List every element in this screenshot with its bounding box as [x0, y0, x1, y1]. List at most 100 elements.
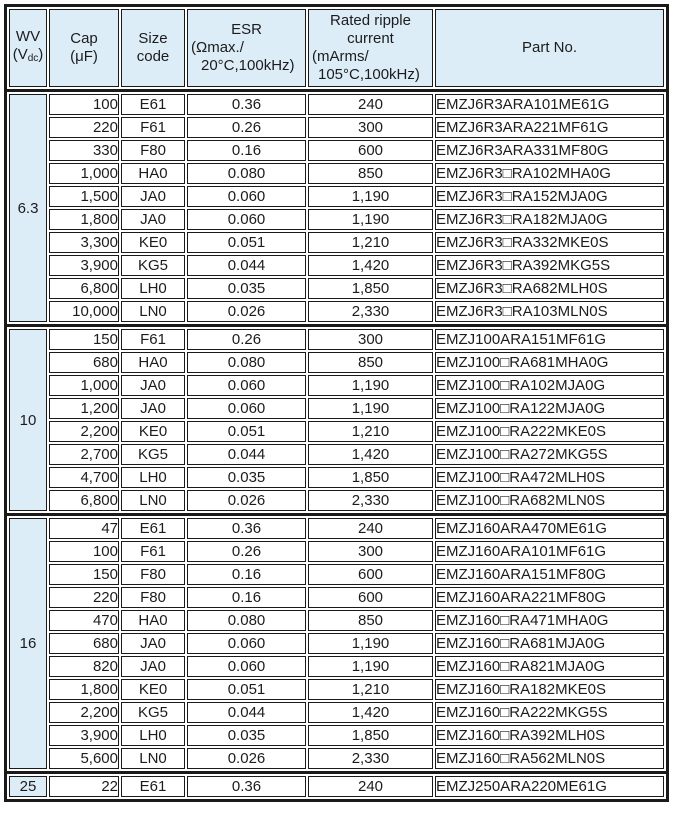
- part-no-cell: EMZJ160□RA471MHA0G: [435, 610, 664, 631]
- ripple-current-cell: 1,420: [308, 444, 433, 465]
- esr-cell: 0.060: [187, 656, 306, 677]
- size-code-header: Size code: [121, 9, 185, 87]
- cap-cell: 2,200: [49, 421, 119, 442]
- cap-cell: 10,000: [49, 301, 119, 322]
- size-code-cell: KE0: [121, 232, 185, 253]
- table-row: 220 F61 0.26 300 EMZJ6R3ARA221MF61G: [9, 117, 664, 138]
- wv-group-cell: 10: [9, 329, 47, 511]
- size-code-cell: LN0: [121, 748, 185, 769]
- ripple-current-cell: 1,210: [308, 421, 433, 442]
- cap-cell: 3,300: [49, 232, 119, 253]
- part-no-cell: EMZJ6R3□RA102MHA0G: [435, 163, 664, 184]
- part-no-cell: EMZJ6R3□RA392MKG5S: [435, 255, 664, 276]
- cap-cell: 47: [49, 518, 119, 539]
- table-row: 2,200 KG5 0.044 1,420 EMZJ160□RA222MKG5S: [9, 702, 664, 723]
- part-no-cell: EMZJ160□RA681MJA0G: [435, 633, 664, 654]
- cap-cell: 100: [49, 94, 119, 115]
- ripple-current-header-line: Rated ripple: [309, 12, 432, 30]
- ripple-current-cell: 1,210: [308, 679, 433, 700]
- ripple-current-cell: 300: [308, 329, 433, 350]
- wv-header-line: WV: [10, 28, 46, 46]
- cap-cell: 820: [49, 656, 119, 677]
- table-row: 2,200 KE0 0.051 1,210 EMZJ100□RA222MKE0S: [9, 421, 664, 442]
- part-no-cell: EMZJ6R3□RA152MJA0G: [435, 186, 664, 207]
- part-no-cell: EMZJ160ARA101MF61G: [435, 541, 664, 562]
- part-no-cell: EMZJ6R3□RA682MLH0S: [435, 278, 664, 299]
- ripple-current-cell: 1,190: [308, 186, 433, 207]
- table-row: 6.3 100 E61 0.36 240 EMZJ6R3ARA101ME61G: [9, 94, 664, 322]
- ripple-current-header-line: 105°C,100kHz): [309, 66, 432, 84]
- table-row: 3,300 KE0 0.051 1,210 EMZJ6R3□RA332MKE0S: [9, 232, 664, 253]
- esr-cell: 0.26: [187, 329, 306, 350]
- size-code-cell: JA0: [121, 209, 185, 230]
- ripple-current-cell: 1,210: [308, 232, 433, 253]
- size-code-cell: KG5: [121, 255, 185, 276]
- ripple-current-cell: 1,190: [308, 209, 433, 230]
- table-row: 6,800 LH0 0.035 1,850 EMZJ6R3□RA682MLH0S: [9, 278, 664, 299]
- esr-cell: 0.060: [187, 398, 306, 419]
- table-row: 1,000 HA0 0.080 850 EMZJ6R3□RA102MHA0G: [9, 163, 664, 184]
- table-row: 25 22 E61 0.36 240 EMZJ250ARA220ME61G: [9, 776, 664, 797]
- table-row: 10 150 F61 0.26 300 EMZJ100ARA151MF61G: [9, 329, 664, 511]
- header-text: ): [38, 46, 44, 63]
- size-code-cell: JA0: [121, 186, 185, 207]
- section-divider: [7, 771, 666, 774]
- part-no-cell: EMZJ100□RA472MLH0S: [435, 467, 664, 488]
- header-text: 105°C,100kHz): [318, 66, 420, 83]
- ripple-current-cell: 240: [308, 518, 433, 539]
- esr-header-line: ESR: [188, 21, 305, 39]
- esr-cell: 0.16: [187, 140, 306, 161]
- header-text: Size: [138, 30, 168, 47]
- header-text: code: [136, 48, 170, 65]
- size-code-cell: LH0: [121, 278, 185, 299]
- size-code-cell: KE0: [121, 421, 185, 442]
- header-text: dc: [27, 53, 39, 64]
- size-code-cell: F61: [121, 117, 185, 138]
- spec-table-body: 6.3 100 E61 0.36 240 EMZJ6R3ARA101ME61G 220 F61…: [7, 89, 666, 799]
- spec-table-header: WV (Vdc) Cap (μF) Size code ESR (Ωmax./20°C,100…: [7, 7, 666, 89]
- table-row: 5,600 LN0 0.026 2,330 EMZJ160□RA562MLN0S: [9, 748, 664, 769]
- ripple-current-cell: 240: [308, 776, 433, 797]
- cap-cell: 150: [49, 564, 119, 585]
- esr-cell: 0.060: [187, 633, 306, 654]
- ripple-current-cell: 2,330: [308, 748, 433, 769]
- table-row: 1,000 JA0 0.060 1,190 EMZJ100□RA102MJA0G: [9, 375, 664, 396]
- esr-cell: 0.36: [187, 94, 306, 115]
- size-code-cell: F61: [121, 329, 185, 350]
- table-row: 1,200 JA0 0.060 1,190 EMZJ100□RA122MJA0G: [9, 398, 664, 419]
- part-no-cell: EMZJ160□RA562MLN0S: [435, 748, 664, 769]
- part-no-cell: EMZJ160ARA151MF80G: [435, 564, 664, 585]
- wv-header: WV (Vdc): [9, 9, 47, 87]
- cap-cell: 680: [49, 352, 119, 373]
- part-no-header-line: Part No.: [436, 39, 663, 57]
- ripple-current-cell: 1,190: [308, 398, 433, 419]
- section-divider: [7, 89, 666, 92]
- cap-cell: 220: [49, 587, 119, 608]
- size-code-cell: JA0: [121, 656, 185, 677]
- part-no-cell: EMZJ160□RA222MKG5S: [435, 702, 664, 723]
- cap-cell: 3,900: [49, 725, 119, 746]
- table-row: 820 JA0 0.060 1,190 EMZJ160□RA821MJA0G: [9, 656, 664, 677]
- ripple-current-cell: 1,190: [308, 375, 433, 396]
- table-row: 680 JA0 0.060 1,190 EMZJ160□RA681MJA0G: [9, 633, 664, 654]
- part-no-cell: EMZJ6R3ARA221MF61G: [435, 117, 664, 138]
- esr-cell: 0.36: [187, 518, 306, 539]
- part-no-cell: EMZJ160□RA182MKE0S: [435, 679, 664, 700]
- size-code-cell: LH0: [121, 725, 185, 746]
- wv-section-25: 25 22 E61 0.36 240 EMZJ250ARA220ME61G: [7, 774, 666, 799]
- ripple-current-cell: 850: [308, 163, 433, 184]
- ripple-current-cell: 1,190: [308, 656, 433, 677]
- esr-cell: 0.26: [187, 541, 306, 562]
- table-row: 100 F61 0.26 300 EMZJ160ARA101MF61G: [9, 541, 664, 562]
- ripple-current-header-line: current: [309, 30, 432, 48]
- cap-cell: 1,000: [49, 375, 119, 396]
- size-code-cell: JA0: [121, 633, 185, 654]
- wv-header-line: (Vdc): [10, 46, 46, 68]
- header-row: WV (Vdc) Cap (μF) Size code ESR (Ωmax./20°C,100…: [9, 9, 664, 87]
- size-code-cell: F61: [121, 541, 185, 562]
- ripple-current-cell: 1,420: [308, 702, 433, 723]
- size-code-cell: F80: [121, 587, 185, 608]
- ripple-current-cell: 1,850: [308, 278, 433, 299]
- size-code-header-line: code: [122, 48, 184, 66]
- size-code-cell: KG5: [121, 444, 185, 465]
